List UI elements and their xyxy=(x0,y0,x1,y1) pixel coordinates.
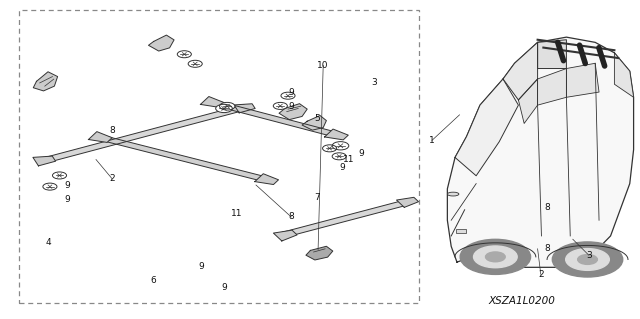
Text: 9: 9 xyxy=(65,181,70,189)
Polygon shape xyxy=(200,97,224,107)
Polygon shape xyxy=(279,104,307,120)
Circle shape xyxy=(52,172,67,179)
Polygon shape xyxy=(455,79,518,176)
Text: 9: 9 xyxy=(359,149,364,158)
Circle shape xyxy=(177,51,191,58)
Text: 2: 2 xyxy=(109,174,115,183)
Circle shape xyxy=(486,252,505,262)
Text: 6: 6 xyxy=(151,276,156,285)
Text: 9: 9 xyxy=(340,163,345,172)
Polygon shape xyxy=(566,63,599,97)
Polygon shape xyxy=(45,105,249,162)
Circle shape xyxy=(43,183,57,190)
Circle shape xyxy=(273,102,287,109)
Text: 7: 7 xyxy=(314,193,319,202)
Polygon shape xyxy=(447,37,634,267)
Polygon shape xyxy=(273,230,297,241)
Circle shape xyxy=(188,60,202,67)
Text: 10: 10 xyxy=(317,61,329,70)
Circle shape xyxy=(323,145,337,152)
Polygon shape xyxy=(88,132,112,142)
Circle shape xyxy=(216,104,232,113)
Polygon shape xyxy=(97,135,271,182)
Circle shape xyxy=(332,153,346,160)
Polygon shape xyxy=(306,246,333,260)
Polygon shape xyxy=(397,197,419,207)
Polygon shape xyxy=(324,129,348,140)
Text: XSZA1L0200: XSZA1L0200 xyxy=(488,296,555,306)
Polygon shape xyxy=(538,69,566,105)
Polygon shape xyxy=(518,79,538,123)
Circle shape xyxy=(281,92,295,99)
Polygon shape xyxy=(148,35,174,51)
Text: 4: 4 xyxy=(45,238,51,247)
Circle shape xyxy=(566,249,609,271)
Polygon shape xyxy=(614,53,634,97)
Bar xyxy=(456,229,466,233)
Text: 8: 8 xyxy=(545,203,550,212)
Polygon shape xyxy=(209,100,341,138)
Circle shape xyxy=(578,255,597,264)
Circle shape xyxy=(460,239,531,274)
Polygon shape xyxy=(234,104,255,113)
Circle shape xyxy=(474,246,517,268)
Polygon shape xyxy=(255,174,278,184)
Text: 2: 2 xyxy=(538,270,543,279)
Text: 9: 9 xyxy=(199,262,204,271)
Text: 3: 3 xyxy=(372,78,377,87)
Text: 8: 8 xyxy=(289,212,294,221)
Circle shape xyxy=(332,142,349,150)
Polygon shape xyxy=(282,199,412,237)
Text: 8: 8 xyxy=(109,126,115,135)
Ellipse shape xyxy=(447,192,459,196)
Text: 8: 8 xyxy=(545,244,550,253)
Polygon shape xyxy=(538,40,566,69)
Polygon shape xyxy=(302,115,326,130)
Circle shape xyxy=(552,242,623,277)
Bar xyxy=(19,10,419,303)
Text: 11: 11 xyxy=(231,209,243,218)
Polygon shape xyxy=(33,156,56,166)
Text: 9: 9 xyxy=(221,283,227,292)
Text: 5: 5 xyxy=(314,114,319,122)
Text: 1: 1 xyxy=(429,136,435,145)
Text: 3: 3 xyxy=(586,251,591,260)
Text: 11: 11 xyxy=(343,155,355,164)
Text: 9: 9 xyxy=(65,195,70,204)
Polygon shape xyxy=(503,42,538,100)
Text: 9: 9 xyxy=(289,102,294,111)
Polygon shape xyxy=(33,72,58,91)
Circle shape xyxy=(220,102,235,110)
Text: 9: 9 xyxy=(289,88,294,97)
